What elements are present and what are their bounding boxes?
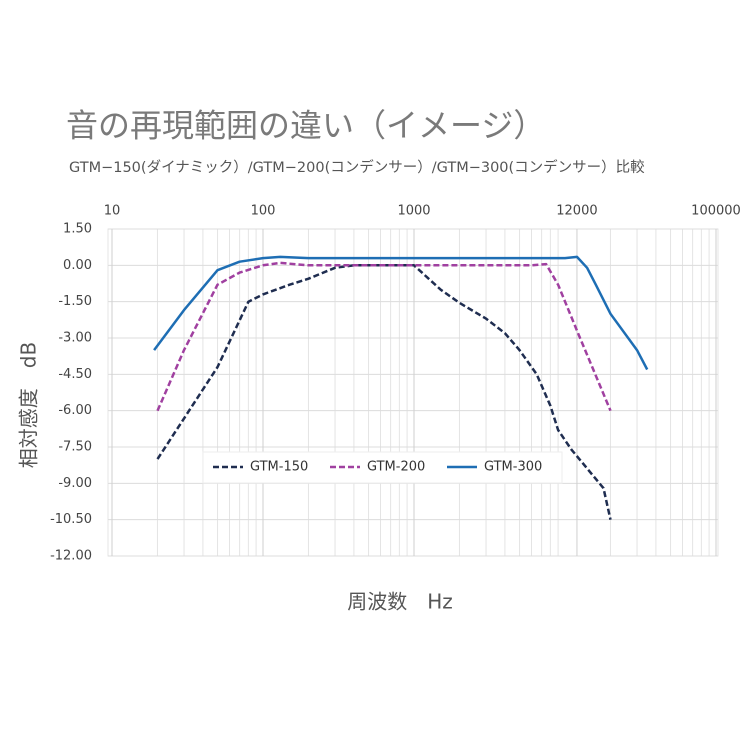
x-tick-label: 1000 bbox=[397, 204, 430, 219]
x-tick-label: 12000 bbox=[556, 204, 597, 219]
y-tick-label: -3.00 bbox=[58, 331, 92, 346]
y-tick-label: -7.50 bbox=[58, 440, 92, 455]
chart-title: 音の再現範囲の違い（イメージ） bbox=[66, 107, 545, 145]
y-tick-label: -10.50 bbox=[50, 512, 92, 527]
y-tick-label: -6.00 bbox=[58, 403, 92, 418]
y-tick-label: -12.00 bbox=[50, 549, 92, 564]
series-line bbox=[153, 255, 649, 371]
legend-box bbox=[202, 451, 563, 484]
chart-subtitle: GTM−150(ダイナミック）/GTM−200(コンデンサー）/GTM−300(… bbox=[69, 158, 645, 176]
y-tick-label: -9.00 bbox=[58, 476, 92, 491]
series-line bbox=[156, 261, 612, 412]
x-axis-label: 周波数 Hz bbox=[347, 590, 453, 614]
x-tick-label: 100 bbox=[251, 204, 276, 219]
series-line bbox=[156, 264, 612, 520]
legend-label: GTM-300 bbox=[484, 460, 542, 475]
y-tick-label: -4.50 bbox=[58, 367, 92, 382]
x-tick-label: 100000 bbox=[691, 204, 741, 219]
y-tick-label: 0.00 bbox=[63, 258, 92, 273]
y-tick-label: -1.50 bbox=[58, 294, 92, 309]
y-tick-label: 1.50 bbox=[63, 222, 92, 237]
legend-label: GTM-200 bbox=[367, 460, 425, 475]
y-axis-label: 相対感度 dB bbox=[17, 342, 41, 468]
legend-label: GTM-150 bbox=[250, 460, 308, 475]
x-tick-label: 10 bbox=[104, 204, 121, 219]
